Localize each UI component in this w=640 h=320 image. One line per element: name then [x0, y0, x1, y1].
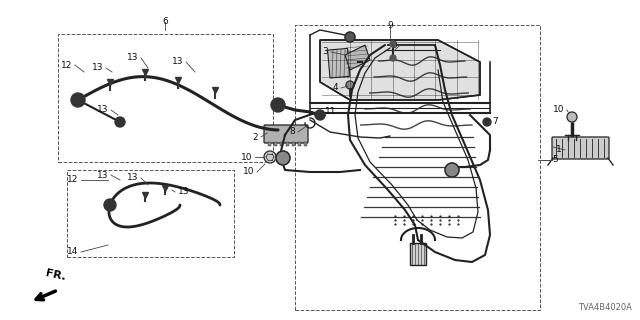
Text: 8: 8 — [289, 127, 295, 137]
Text: 5: 5 — [552, 156, 557, 164]
Bar — [304, 142, 307, 146]
Circle shape — [445, 163, 459, 177]
Circle shape — [483, 118, 491, 126]
Text: 13: 13 — [92, 63, 103, 73]
Bar — [280, 142, 282, 146]
Circle shape — [390, 41, 396, 47]
Text: 1: 1 — [556, 146, 562, 155]
Text: 13: 13 — [172, 58, 183, 67]
Bar — [328, 48, 350, 78]
Text: 14: 14 — [67, 247, 78, 257]
FancyBboxPatch shape — [264, 125, 308, 143]
Text: 12: 12 — [61, 60, 72, 69]
Circle shape — [276, 151, 290, 165]
Circle shape — [71, 93, 85, 107]
Text: FR.: FR. — [45, 268, 67, 282]
Polygon shape — [320, 40, 480, 100]
Polygon shape — [345, 45, 370, 70]
Circle shape — [567, 112, 577, 122]
Bar — [274, 142, 276, 146]
Bar — [58, 34, 273, 162]
Text: 13: 13 — [97, 106, 108, 115]
Bar — [410, 243, 426, 265]
Text: TVA4B4020A: TVA4B4020A — [578, 303, 632, 312]
Text: 10: 10 — [243, 167, 254, 177]
FancyArrowPatch shape — [36, 291, 56, 300]
Text: 2: 2 — [252, 132, 258, 141]
Text: 13: 13 — [127, 53, 138, 62]
Circle shape — [346, 81, 354, 89]
Bar — [295, 25, 540, 310]
Circle shape — [315, 110, 325, 120]
Text: 13: 13 — [178, 188, 189, 196]
Bar — [268, 142, 271, 146]
Circle shape — [271, 98, 285, 112]
Text: 13: 13 — [127, 173, 138, 182]
Text: 9: 9 — [387, 20, 393, 29]
Bar — [286, 142, 289, 146]
Text: 12: 12 — [67, 175, 78, 185]
Text: 10: 10 — [552, 106, 564, 115]
Text: 3: 3 — [323, 47, 328, 57]
Bar — [298, 142, 301, 146]
Circle shape — [104, 199, 116, 211]
Circle shape — [264, 151, 276, 163]
Text: 13: 13 — [97, 171, 108, 180]
Text: 7: 7 — [492, 117, 498, 126]
Bar — [67, 170, 234, 257]
Text: 11: 11 — [325, 108, 337, 116]
FancyBboxPatch shape — [552, 137, 609, 159]
Text: 9: 9 — [391, 41, 397, 50]
Circle shape — [345, 32, 355, 42]
Circle shape — [115, 117, 125, 127]
Text: 6: 6 — [162, 18, 168, 27]
Circle shape — [390, 55, 396, 61]
Text: 10: 10 — [241, 153, 252, 162]
Circle shape — [355, 59, 361, 65]
Bar — [292, 142, 294, 146]
Text: 4: 4 — [332, 84, 338, 92]
